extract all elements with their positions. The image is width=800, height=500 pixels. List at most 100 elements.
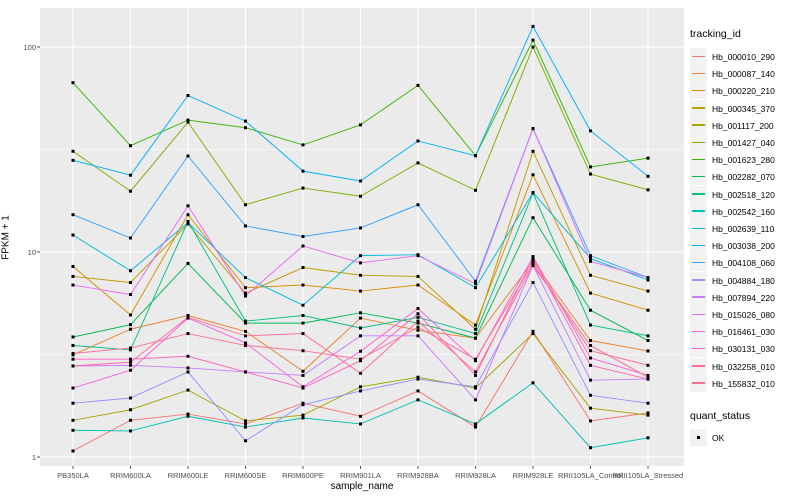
y-tick-label: 100 [23,42,36,52]
data-point [589,339,592,343]
x-tick-label: RRII105LA_Control [557,471,624,480]
series-line-icon [692,330,705,333]
series-line-icon [692,244,705,247]
legend-item-label: Hb_003038_200 [712,241,775,252]
data-point [531,332,535,336]
legend-item-label: Hb_001623_280 [712,155,775,166]
data-point [186,93,190,97]
data-point [301,235,305,239]
data-point [474,336,477,340]
legend-key-swatch [690,185,707,203]
legend-key-swatch [690,202,707,220]
data-point [646,156,650,160]
data-point [589,291,592,295]
x-axis-title: sample_name [330,481,394,492]
data-point [531,149,535,153]
x-tick-label: RRIM928LE [512,471,554,480]
data-point [646,411,650,415]
data-point [129,408,132,412]
data-point [301,373,305,377]
data-point [129,368,132,372]
data-point [71,283,75,287]
legend-key-swatch [690,116,707,134]
data-point [646,363,650,367]
data-point [646,278,650,282]
data-point [531,259,535,263]
data-point [129,357,132,361]
data-point [129,144,132,148]
series-line-icon [692,141,705,144]
data-point [71,449,75,453]
legend-key-swatch [690,220,707,237]
legend-item-label: Hb_002518_120 [712,189,775,200]
data-point [301,332,305,336]
legend-key-swatch [690,168,707,186]
legend-item-label: Hb_004884_180 [712,275,775,286]
data-point [129,363,132,367]
data-point [646,413,650,417]
series-line-icon [692,279,705,281]
data-point [646,289,650,293]
data-point [531,263,535,267]
data-point [474,154,477,158]
data-point [186,354,190,358]
data-point [416,283,420,287]
data-point [186,154,190,158]
data-point [301,169,305,173]
series-line-icon [692,382,705,384]
data-point [531,45,535,49]
series-line-icon [692,158,705,161]
data-point [589,165,592,169]
y-tick-label: 10 [27,247,36,257]
data-point [474,282,477,286]
data-point [244,422,247,426]
data-point [71,158,75,162]
y-axis-title: FPKM + 1 [0,215,12,260]
legend-item-label: Hb_000220_210 [712,86,775,97]
data-point [244,291,247,295]
data-point [129,348,132,352]
data-point [646,401,650,405]
legend-key-swatch [690,323,707,341]
data-point [71,351,75,355]
data-point [646,377,650,381]
data-point [416,139,420,143]
legend-title-quant-status: quant_status [690,410,751,422]
data-point [301,413,305,417]
data-point [129,327,132,331]
data-point [474,279,477,283]
data-point [531,256,535,260]
data-point [244,341,247,345]
data-point [359,179,362,183]
data-point [71,233,75,237]
data-point [71,149,75,153]
data-point [301,244,305,248]
legend-key-swatch [690,429,707,446]
data-point [589,349,592,353]
data-point [416,83,420,87]
data-point [416,389,420,393]
data-point [359,226,362,230]
series-line-icon [692,175,705,178]
data-point [359,311,362,315]
data-point [531,329,535,333]
data-point [71,401,75,405]
series-line-icon [692,227,705,230]
data-point [531,280,535,284]
data-point [589,308,592,312]
legend-key-swatch [690,48,707,65]
data-point [186,414,190,418]
data-point [71,274,75,278]
data-point [646,373,650,377]
data-point [186,412,190,416]
series-line-icon [692,89,705,92]
data-point [474,327,477,331]
data-point [474,398,477,402]
data-point [244,294,247,298]
data-point [474,422,477,426]
series-line-icon [692,347,705,350]
data-point [416,274,420,278]
data-point [474,370,477,374]
data-point [186,261,190,265]
data-point [359,334,362,338]
